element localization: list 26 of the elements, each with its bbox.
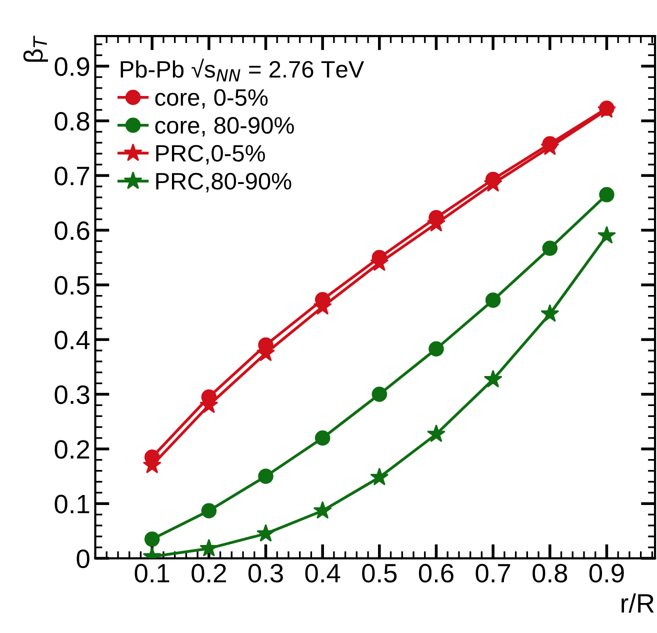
x-axis-title: r/R (622, 593, 654, 613)
x-tick-label: 0.4 (305, 564, 340, 583)
y-tick-label: 0.7 (54, 166, 90, 186)
y-tick-label: 0 (76, 549, 90, 568)
y-tick-label: 0.2 (54, 440, 90, 459)
y-tick-label: 0.8 (54, 112, 90, 131)
y-tick-label: 0.3 (54, 385, 90, 404)
x-tick-label: 0.2 (192, 564, 226, 583)
legend-label: core, 80-90% (155, 117, 294, 137)
y-tick-label: 0.9 (54, 57, 90, 76)
legend-label: core, 0-5% (155, 89, 268, 109)
x-tick-label: 0.5 (362, 564, 397, 583)
legend-title: Pb-Pb √s$_{NN}$ = 2.76 TeV (120, 58, 364, 82)
y-tick-label: 0.4 (54, 330, 90, 350)
y-axis-title: β$_{T}$ (23, 36, 48, 62)
x-tick-label: 0.9 (589, 564, 624, 583)
legend-label: PRC,0-5% (156, 144, 265, 164)
x-tick-label: 0.8 (532, 564, 568, 583)
x-tick-label: 0.7 (476, 564, 510, 583)
y-tick-label: 0.1 (54, 494, 90, 514)
x-tick-label: 0.6 (418, 564, 454, 583)
y-tick-label: 0.5 (54, 276, 90, 295)
x-tick-label: 0.1 (134, 564, 170, 583)
y-tick-label: 0.6 (54, 221, 90, 240)
x-tick-label: 0.3 (248, 564, 283, 583)
legend-label: PRC,80-90% (156, 172, 292, 192)
